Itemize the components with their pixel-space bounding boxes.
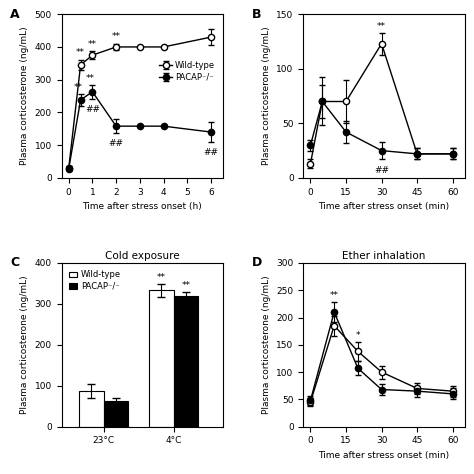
Legend: Wild-type, PACAP⁻/⁻: Wild-type, PACAP⁻/⁻ xyxy=(66,267,124,294)
Bar xyxy=(79,391,104,427)
Text: B: B xyxy=(252,8,261,21)
Text: **: ** xyxy=(112,32,120,41)
X-axis label: Time after stress onset (min): Time after stress onset (min) xyxy=(319,451,449,460)
Text: *: * xyxy=(356,331,360,340)
Y-axis label: Plasma corticosterone (ng/mL): Plasma corticosterone (ng/mL) xyxy=(262,275,271,414)
Text: **: ** xyxy=(330,291,338,300)
Title: Ether inhalation: Ether inhalation xyxy=(342,251,426,261)
Text: D: D xyxy=(252,256,262,269)
Text: **: ** xyxy=(182,281,191,290)
Legend: Wild-type, PACAP⁻/⁻: Wild-type, PACAP⁻/⁻ xyxy=(156,58,219,85)
Text: A: A xyxy=(10,8,20,21)
Y-axis label: Plasma corticosterone (ng/mL): Plasma corticosterone (ng/mL) xyxy=(20,275,29,414)
Text: **: ** xyxy=(86,74,95,83)
Text: C: C xyxy=(10,256,19,269)
Text: **: ** xyxy=(88,40,97,49)
Bar xyxy=(104,401,128,427)
Text: ##: ## xyxy=(203,148,219,157)
Text: ##: ## xyxy=(85,105,100,114)
Text: **: ** xyxy=(76,48,85,57)
Y-axis label: Plasma corticosterone (ng/mL): Plasma corticosterone (ng/mL) xyxy=(20,27,29,165)
Text: **: ** xyxy=(74,83,83,92)
Text: ##: ## xyxy=(374,166,389,175)
X-axis label: Time after stress onset (h): Time after stress onset (h) xyxy=(82,202,202,211)
Text: ##: ## xyxy=(109,139,124,148)
Bar xyxy=(149,291,174,427)
Text: **: ** xyxy=(157,273,166,282)
Text: **: ** xyxy=(377,22,386,31)
X-axis label: Time after stress onset (min): Time after stress onset (min) xyxy=(319,202,449,211)
Bar xyxy=(174,296,198,427)
Title: Cold exposure: Cold exposure xyxy=(105,251,180,261)
Y-axis label: Plasma corticosterone (ng/mL): Plasma corticosterone (ng/mL) xyxy=(262,27,271,165)
